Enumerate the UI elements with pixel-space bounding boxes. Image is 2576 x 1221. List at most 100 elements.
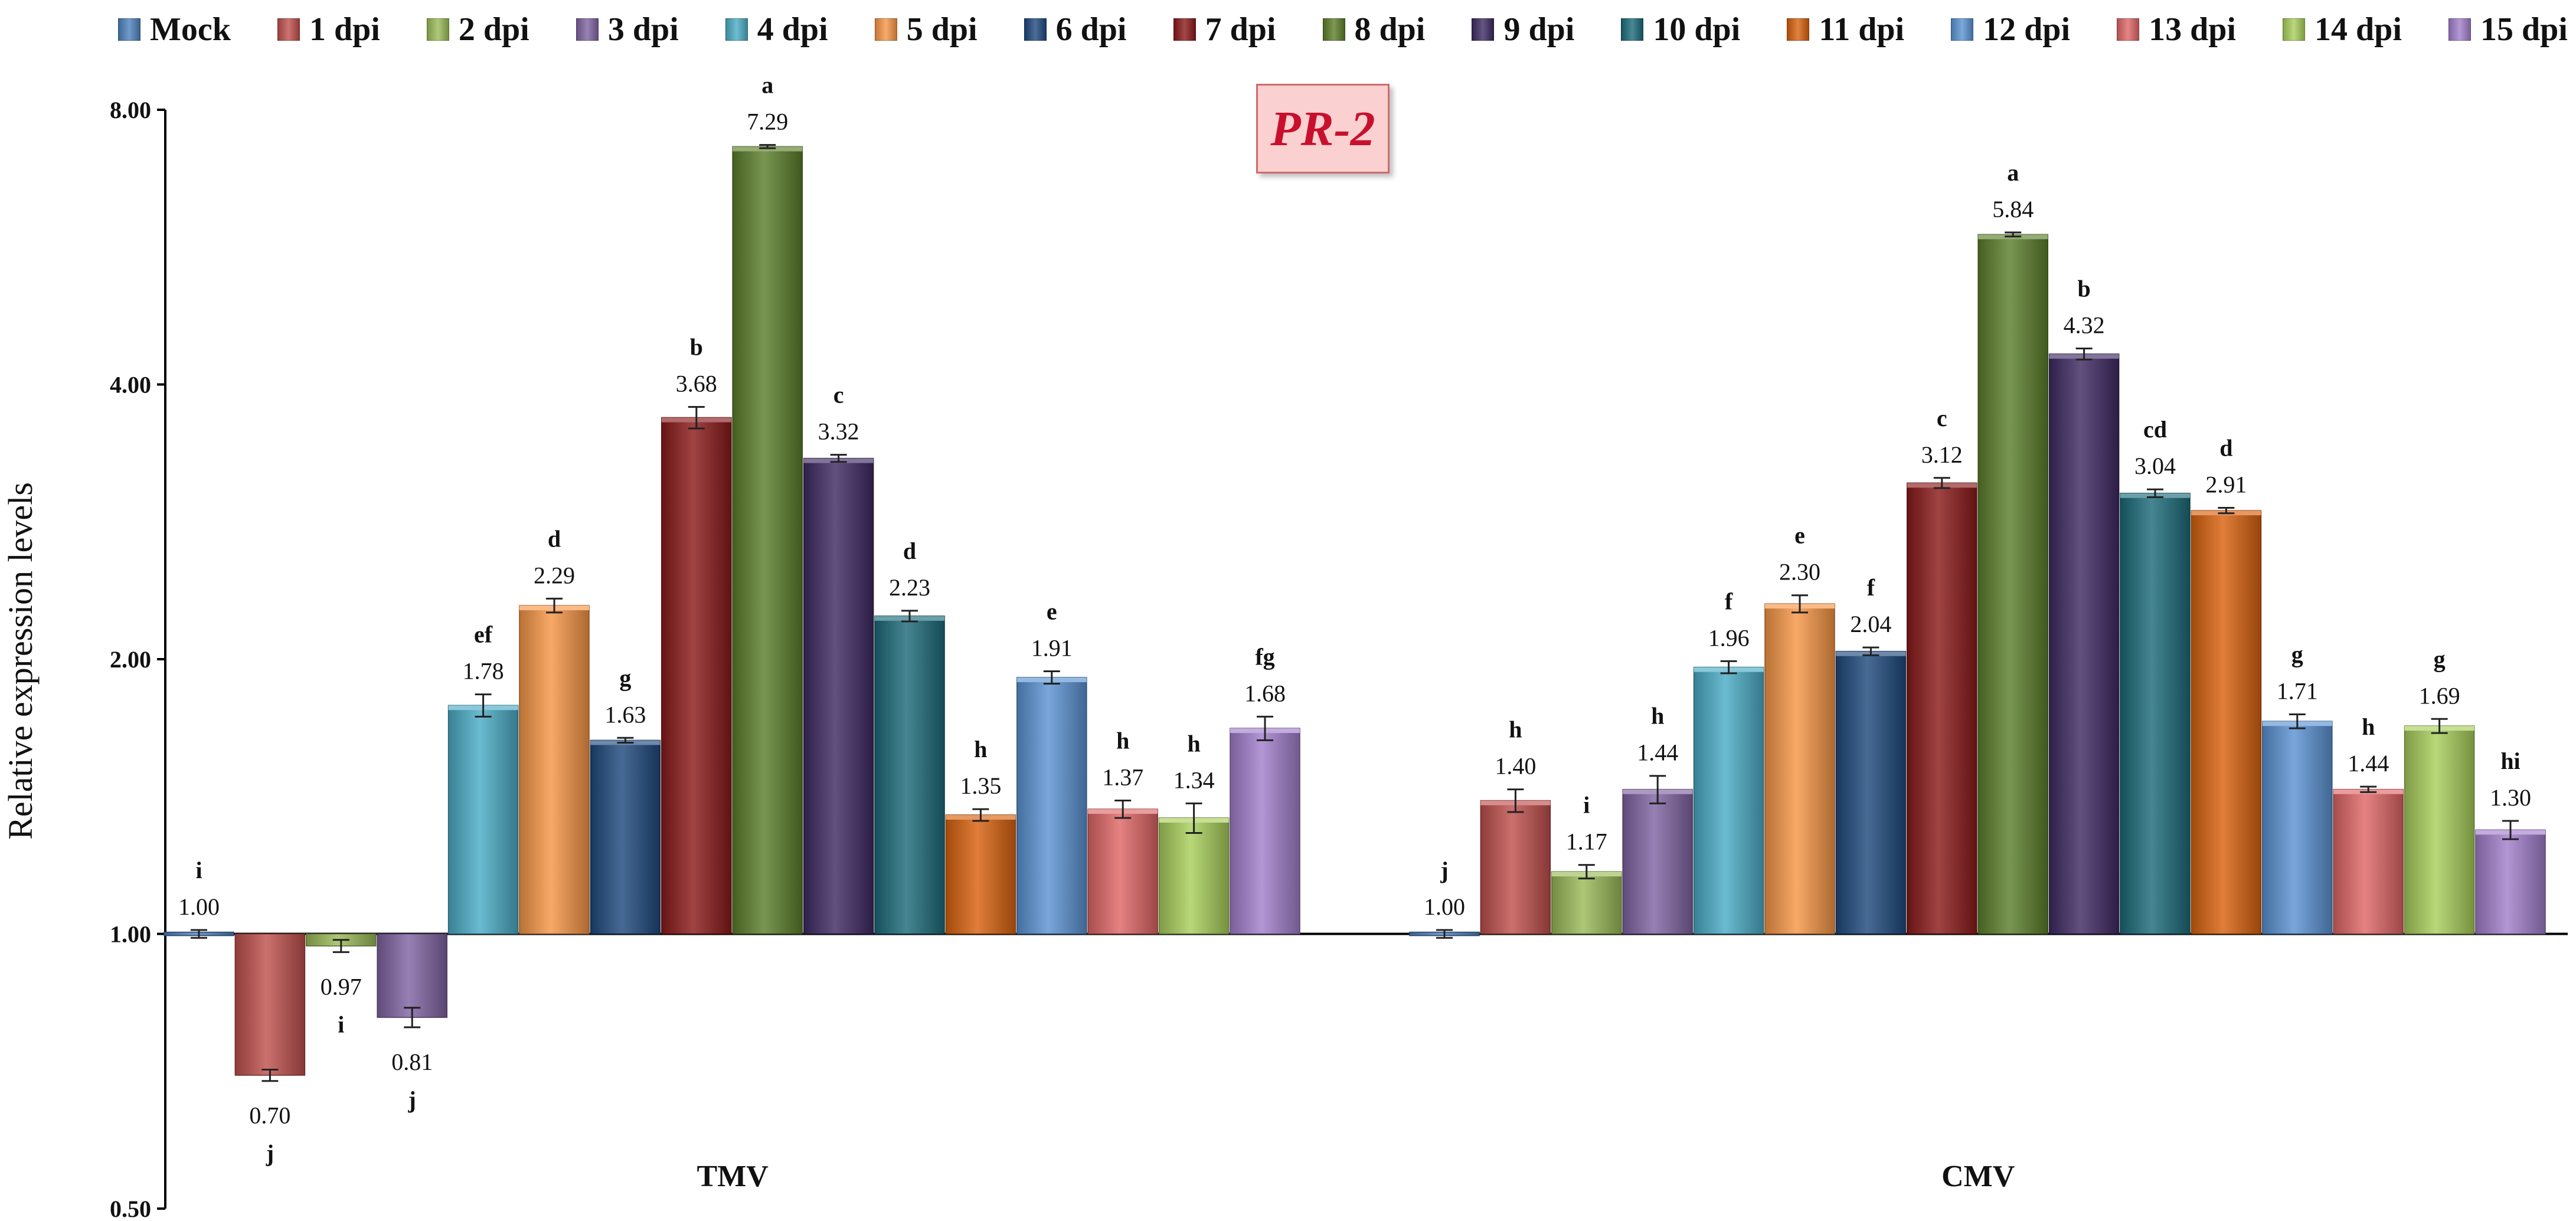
significance-letter: hi xyxy=(2500,748,2520,774)
data-label: 1.44 xyxy=(1637,739,1678,766)
bar-groups: 1.00i0.70j0.97i0.81j1.78ef2.29d1.63g3.68… xyxy=(164,72,2546,1193)
legend-item: 13 dpi xyxy=(2117,11,2236,48)
legend-item: 10 dpi xyxy=(1621,11,1740,48)
legend-label: 2 dpi xyxy=(458,11,529,48)
bar xyxy=(1158,817,1230,935)
data-label: 1.69 xyxy=(2419,682,2460,709)
significance-letter: c xyxy=(1937,405,1947,431)
data-label: 0.97 xyxy=(321,973,362,1000)
legend-item: 2 dpi xyxy=(426,11,529,48)
data-label: 1.63 xyxy=(604,701,646,728)
data-label: 5.84 xyxy=(1992,196,2034,222)
legend-swatch xyxy=(1322,18,1345,41)
y-tick-label: 8.00 xyxy=(110,97,151,123)
data-label: 4.32 xyxy=(2064,312,2105,339)
significance-letter: cd xyxy=(2143,416,2167,443)
legend-item: 14 dpi xyxy=(2283,11,2402,48)
legend-label: 5 dpi xyxy=(906,11,978,48)
significance-letter: j xyxy=(1440,857,1448,883)
significance-letter: i xyxy=(1583,792,1590,819)
data-label: 1.17 xyxy=(1566,829,1607,855)
significance-letter: h xyxy=(2362,713,2375,740)
chart-title: PR-2 xyxy=(1270,101,1375,156)
legend-label: 4 dpi xyxy=(757,11,828,48)
data-label: 3.32 xyxy=(818,418,859,445)
legend-item: 3 dpi xyxy=(576,11,679,48)
significance-letter: g xyxy=(2291,641,2303,668)
legend-label: 7 dpi xyxy=(1205,11,1276,48)
data-label: 1.35 xyxy=(960,772,1001,799)
bar xyxy=(519,605,590,935)
data-label: 3.12 xyxy=(1921,441,1963,468)
bar xyxy=(447,705,519,935)
data-label: 1.71 xyxy=(2277,678,2318,705)
bar xyxy=(590,739,661,935)
legend-item: 15 dpi xyxy=(2448,11,2568,48)
bar xyxy=(1016,677,1087,935)
legend-swatch xyxy=(277,18,300,41)
significance-letter: f xyxy=(1867,574,1875,601)
data-label: 3.04 xyxy=(2134,453,2176,479)
y-axis-label: Relative expression levels xyxy=(1,482,40,840)
data-label: 1.78 xyxy=(463,658,504,685)
significance-letter: h xyxy=(1651,703,1664,729)
legend-item: 12 dpi xyxy=(1951,11,2070,48)
legend-swatch xyxy=(1024,18,1047,41)
data-label: 2.30 xyxy=(1779,559,1820,585)
significance-letter: e xyxy=(1047,598,1057,624)
legend-swatch xyxy=(874,18,897,41)
data-label: 2.91 xyxy=(2205,472,2247,498)
y-tick-label: 0.50 xyxy=(110,1196,151,1221)
significance-letter: d xyxy=(903,538,916,564)
bar xyxy=(2404,725,2475,935)
bar xyxy=(2120,493,2191,935)
legend-label: 14 dpi xyxy=(2315,11,2402,48)
significance-letter: j xyxy=(266,1140,274,1167)
bar xyxy=(2475,829,2546,935)
significance-letter: e xyxy=(1794,522,1805,549)
legend-label: 10 dpi xyxy=(1653,11,1741,48)
group-label: TMV xyxy=(697,1160,769,1193)
legend-label: 1 dpi xyxy=(309,11,380,48)
legend-item: 4 dpi xyxy=(725,11,828,48)
legend-swatch xyxy=(118,18,140,41)
significance-letter: d xyxy=(548,525,561,552)
bar xyxy=(1693,666,1764,935)
data-label: 1.91 xyxy=(1031,634,1073,661)
legend-swatch xyxy=(576,18,599,41)
data-label: 1.96 xyxy=(1708,624,1750,651)
legend-label: 9 dpi xyxy=(1503,11,1575,48)
bar xyxy=(2191,510,2262,935)
legend-label: 3 dpi xyxy=(607,11,679,48)
y-tick-label: 2.00 xyxy=(110,646,151,673)
legend-swatch xyxy=(1621,18,1644,41)
legend-item: 9 dpi xyxy=(1472,11,1574,48)
chart-title-box: PR-2 xyxy=(1256,84,1390,174)
data-label: 0.70 xyxy=(249,1102,290,1129)
bar xyxy=(1230,728,1300,935)
significance-letter: i xyxy=(195,857,202,883)
legend-label: 11 dpi xyxy=(1819,11,1905,48)
legend-item: 1 dpi xyxy=(277,11,380,48)
data-label: 1.00 xyxy=(178,893,220,920)
data-label: 2.23 xyxy=(889,574,930,601)
significance-letter: h xyxy=(1116,728,1129,754)
bar xyxy=(945,814,1016,935)
significance-letter: h xyxy=(1187,730,1200,757)
data-label: 2.04 xyxy=(1850,611,1891,637)
data-label: 1.37 xyxy=(1102,764,1143,791)
significance-letter: b xyxy=(690,333,703,360)
data-label: 1.00 xyxy=(1424,893,1465,920)
legend-item: 6 dpi xyxy=(1024,11,1126,48)
bar-group-cmv: 1.00 j 1.40 h 1.17 i 1.44 h 1.96 f 2.30 e 2.04 f 3.12 c… xyxy=(1409,159,2546,1193)
bar xyxy=(2262,721,2333,935)
data-label: 1.34 xyxy=(1173,767,1215,793)
legend-label: Mock xyxy=(150,11,231,48)
significance-letter: a xyxy=(761,72,773,99)
significance-letter: i xyxy=(338,1011,344,1037)
significance-letter: a xyxy=(2007,159,2019,186)
bar xyxy=(1551,871,1622,935)
legend: Mock 1 dpi 2 dpi 3 dpi 4 dpi 5 dpi 6 dpi 7 dpi 8… xyxy=(118,6,2568,53)
data-label: 1.44 xyxy=(2348,750,2389,777)
